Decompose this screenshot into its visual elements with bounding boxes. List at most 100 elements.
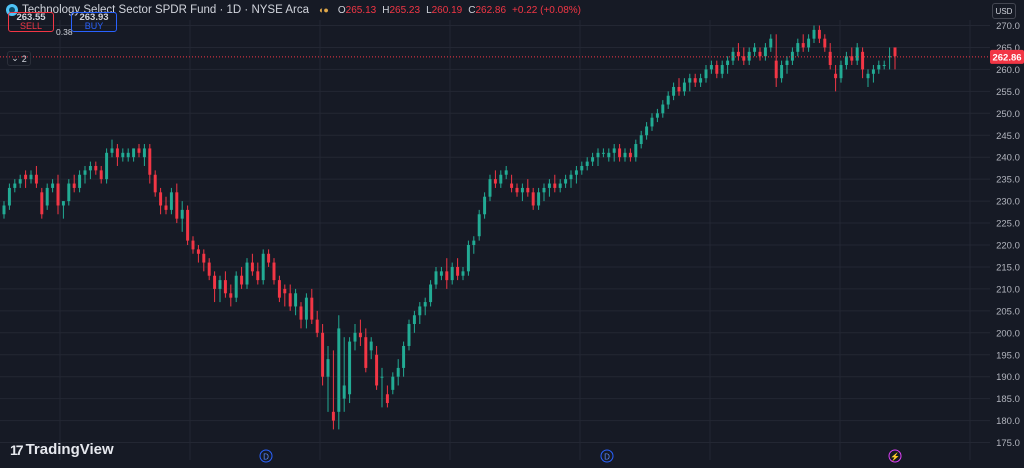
candle-body[interactable] (736, 51, 740, 57)
candle-body[interactable] (272, 262, 276, 281)
candle-body[interactable] (666, 95, 670, 105)
candle-body[interactable] (261, 253, 265, 281)
candle-body[interactable] (731, 51, 735, 61)
candle-body[interactable] (769, 38, 773, 48)
candle-body[interactable] (445, 271, 449, 281)
candle-body[interactable] (159, 192, 163, 206)
candle-body[interactable] (385, 394, 389, 404)
candle-body[interactable] (72, 183, 76, 188)
candle-body[interactable] (569, 174, 573, 180)
candle-body[interactable] (747, 51, 751, 61)
candle-body[interactable] (688, 78, 692, 83)
candle-body[interactable] (520, 187, 524, 193)
candle-body[interactable] (175, 192, 179, 219)
candle-body[interactable] (661, 104, 665, 114)
candle-body[interactable] (434, 271, 438, 285)
candle-body[interactable] (677, 86, 681, 92)
candle-body[interactable] (337, 328, 341, 412)
candle-body[interactable] (699, 78, 703, 83)
candle-body[interactable] (623, 152, 627, 158)
candle-body[interactable] (245, 262, 249, 285)
candle-body[interactable] (774, 60, 778, 79)
candle-body[interactable] (412, 315, 416, 325)
currency-selector[interactable]: USD (992, 3, 1016, 19)
candle-body[interactable] (634, 144, 638, 158)
candle-body[interactable] (715, 65, 719, 74)
candle-body[interactable] (126, 152, 130, 158)
candle-body[interactable] (250, 262, 254, 272)
candle-body[interactable] (51, 183, 55, 188)
candle-body[interactable] (364, 337, 368, 368)
candle-body[interactable] (418, 306, 422, 316)
candle-body[interactable] (807, 38, 811, 48)
candle-body[interactable] (283, 288, 287, 294)
candle-body[interactable] (612, 148, 616, 153)
candle-body[interactable] (342, 385, 346, 399)
candle-body[interactable] (817, 29, 821, 39)
candle-body[interactable] (310, 297, 314, 320)
candle-body[interactable] (169, 192, 173, 210)
candle-body[interactable] (655, 113, 659, 118)
candle-body[interactable] (607, 152, 611, 158)
candle-body[interactable] (429, 284, 433, 303)
candle-body[interactable] (223, 280, 227, 294)
candle-body[interactable] (861, 51, 865, 70)
candle-body[interactable] (477, 214, 481, 237)
candle-body[interactable] (704, 69, 708, 79)
candle-body[interactable] (353, 332, 357, 342)
candle-body[interactable] (547, 183, 551, 188)
candle-body[interactable] (45, 187, 49, 206)
candle-body[interactable] (450, 266, 454, 281)
candle-body[interactable] (369, 341, 373, 351)
candle-body[interactable] (277, 280, 281, 298)
candle-body[interactable] (132, 148, 136, 158)
candle-body[interactable] (709, 65, 713, 70)
candle-body[interactable] (191, 240, 195, 250)
candle-body[interactable] (515, 187, 519, 193)
candle-body[interactable] (234, 275, 238, 298)
candle-body[interactable] (142, 148, 146, 158)
candle-body[interactable] (531, 192, 535, 206)
candle-body[interactable] (601, 152, 605, 154)
candle-body[interactable] (137, 148, 141, 153)
candle-body[interactable] (83, 170, 87, 175)
candle-body[interactable] (105, 152, 109, 180)
candle-body[interactable] (483, 196, 487, 215)
candle-body[interactable] (256, 271, 260, 281)
candle-body[interactable] (164, 205, 168, 210)
candle-body[interactable] (115, 148, 119, 158)
candle-body[interactable] (742, 56, 746, 61)
candle-body[interactable] (24, 174, 28, 180)
candle-body[interactable] (94, 165, 98, 171)
candle-body[interactable] (110, 148, 114, 153)
candle-body[interactable] (121, 152, 125, 158)
candle-body[interactable] (348, 341, 352, 395)
candle-body[interactable] (466, 245, 470, 272)
candle-body[interactable] (628, 152, 632, 158)
candle-body[interactable] (299, 306, 303, 320)
candle-body[interactable] (88, 165, 92, 171)
candle-body[interactable] (67, 183, 71, 202)
candle-body[interactable] (148, 148, 152, 175)
candle-body[interactable] (596, 152, 600, 158)
candle-body[interactable] (591, 157, 595, 162)
candle-body[interactable] (720, 65, 724, 74)
candle-body[interactable] (537, 192, 541, 206)
candle-body[interactable] (202, 253, 206, 263)
candle-body[interactable] (618, 148, 622, 158)
candle-body[interactable] (763, 47, 767, 57)
candle-body[interactable] (391, 376, 395, 390)
candle-body[interactable] (823, 38, 827, 48)
candle-body[interactable] (672, 86, 676, 96)
candle-body[interactable] (844, 56, 848, 66)
candle-body[interactable] (585, 161, 589, 166)
earnings-marker[interactable] (888, 449, 902, 463)
candle-body[interactable] (61, 201, 65, 206)
dividend-marker[interactable] (259, 449, 273, 463)
candle-body[interactable] (402, 345, 406, 368)
candle-body[interactable] (240, 275, 244, 285)
candle-body[interactable] (753, 47, 757, 52)
candle-body[interactable] (358, 332, 362, 338)
candle-body[interactable] (99, 170, 103, 180)
